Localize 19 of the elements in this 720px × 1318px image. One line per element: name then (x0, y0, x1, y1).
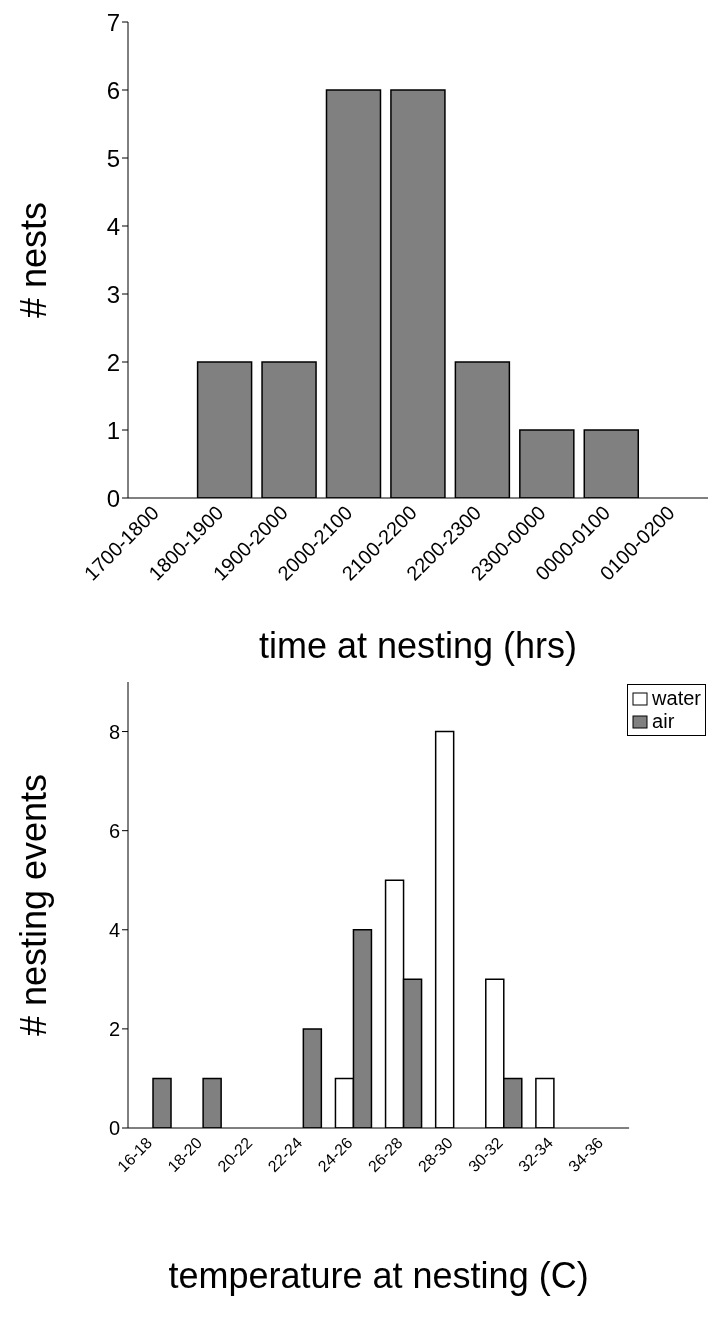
y-tick-label: 2 (106, 348, 120, 376)
x-axis-title: temperature at nesting (C) (168, 1255, 589, 1296)
y-tick-label: 5 (106, 144, 120, 172)
y-tick-label: 4 (108, 918, 120, 941)
y-tick-label: 6 (108, 819, 120, 842)
y-tick-label: 0 (108, 1117, 120, 1140)
y-axis-title: # nesting events (12, 773, 54, 1037)
y-tick-label: 2 (108, 1017, 120, 1040)
y-tick-label: 6 (106, 76, 120, 104)
legend-label: water (652, 687, 701, 710)
y-axis-title: # nests (12, 201, 54, 319)
y-tick-label: 3 (106, 280, 120, 308)
x-axis-title: time at nesting (hrs) (258, 625, 578, 666)
y-tick-label: 4 (106, 212, 120, 240)
y-tick-label: 0 (106, 484, 120, 512)
legend-label: air (652, 710, 675, 733)
y-tick-label: 8 (108, 720, 120, 743)
y-tick-label: 7 (106, 8, 120, 36)
y-tick-label: 1 (106, 416, 120, 444)
